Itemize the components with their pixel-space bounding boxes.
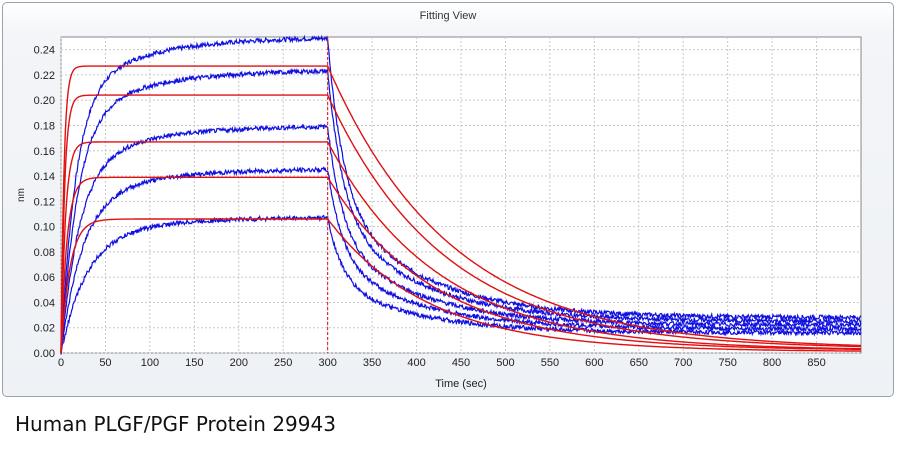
y-tick-label: 0.04 bbox=[34, 297, 55, 309]
raw-series-line bbox=[60, 123, 862, 352]
fit-series-line bbox=[60, 141, 862, 354]
x-tick-label: 350 bbox=[363, 357, 381, 369]
y-tick-label: 0.14 bbox=[34, 171, 55, 183]
x-tick-labels: 0 50 100 150 200 250 300 350 400 450 500 550 600 650 7… bbox=[58, 357, 826, 369]
x-tick-label: 800 bbox=[763, 357, 781, 369]
y-tick-label: 0.24 bbox=[34, 45, 55, 57]
x-tick-label: 250 bbox=[274, 357, 292, 369]
x-tick-label: 50 bbox=[99, 357, 111, 369]
panel-title: Fitting View bbox=[419, 10, 477, 22]
y-tick-label: 0.10 bbox=[34, 222, 55, 234]
fit-series-line bbox=[60, 218, 861, 354]
x-tick-label: 0 bbox=[58, 357, 64, 369]
raw-series-line bbox=[60, 166, 862, 355]
fit-series-line bbox=[60, 176, 862, 354]
y-tick-label: 0.08 bbox=[34, 247, 55, 259]
y-tick-label: 0.20 bbox=[34, 95, 55, 107]
y-tick-label: 0.02 bbox=[34, 323, 55, 335]
fit-series-group bbox=[60, 65, 862, 354]
y-tick-label: 0.22 bbox=[34, 70, 55, 82]
raw-series-group bbox=[60, 34, 862, 355]
y-tick-label: 0.18 bbox=[34, 120, 55, 132]
raw-series-line bbox=[60, 67, 862, 352]
raw-series-line bbox=[60, 214, 862, 354]
fit-series-line bbox=[60, 94, 861, 354]
x-tick-label: 700 bbox=[674, 357, 692, 369]
grid bbox=[60, 37, 861, 354]
x-tick-label: 650 bbox=[630, 357, 648, 369]
y-tick-labels: 0.00 0.02 0.04 0.06 0.08 0.10 0.12 0.14 0.16 0.18… bbox=[34, 45, 55, 360]
x-tick-label: 200 bbox=[230, 357, 248, 369]
x-tick-label: 550 bbox=[541, 357, 559, 369]
x-tick-label: 150 bbox=[185, 357, 203, 369]
x-tick-label: 750 bbox=[718, 357, 736, 369]
raw-series-line bbox=[60, 34, 862, 354]
fit-series-line bbox=[60, 65, 861, 354]
y-tick-label: 0.00 bbox=[34, 348, 55, 360]
x-tick-label: 850 bbox=[807, 357, 825, 369]
x-tick-label: 100 bbox=[141, 357, 159, 369]
y-tick-label: 0.12 bbox=[34, 196, 55, 208]
y-tick-label: 0.06 bbox=[34, 272, 55, 284]
x-tick-label: 500 bbox=[496, 357, 514, 369]
binding-chart: 0 50 100 150 200 250 300 350 400 450 500 550 600 650 7… bbox=[16, 34, 862, 390]
y-axis-label: nm bbox=[16, 188, 27, 202]
x-tick-label: 450 bbox=[452, 357, 470, 369]
x-axis-label: Time (sec) bbox=[435, 378, 487, 390]
x-tick-label: 600 bbox=[585, 357, 603, 369]
x-tick-label: 300 bbox=[318, 357, 336, 369]
x-tick-label: 400 bbox=[407, 357, 425, 369]
y-tick-label: 0.16 bbox=[34, 146, 55, 158]
figure-caption: Human PLGF/PGF Protein 29943 bbox=[15, 412, 336, 436]
